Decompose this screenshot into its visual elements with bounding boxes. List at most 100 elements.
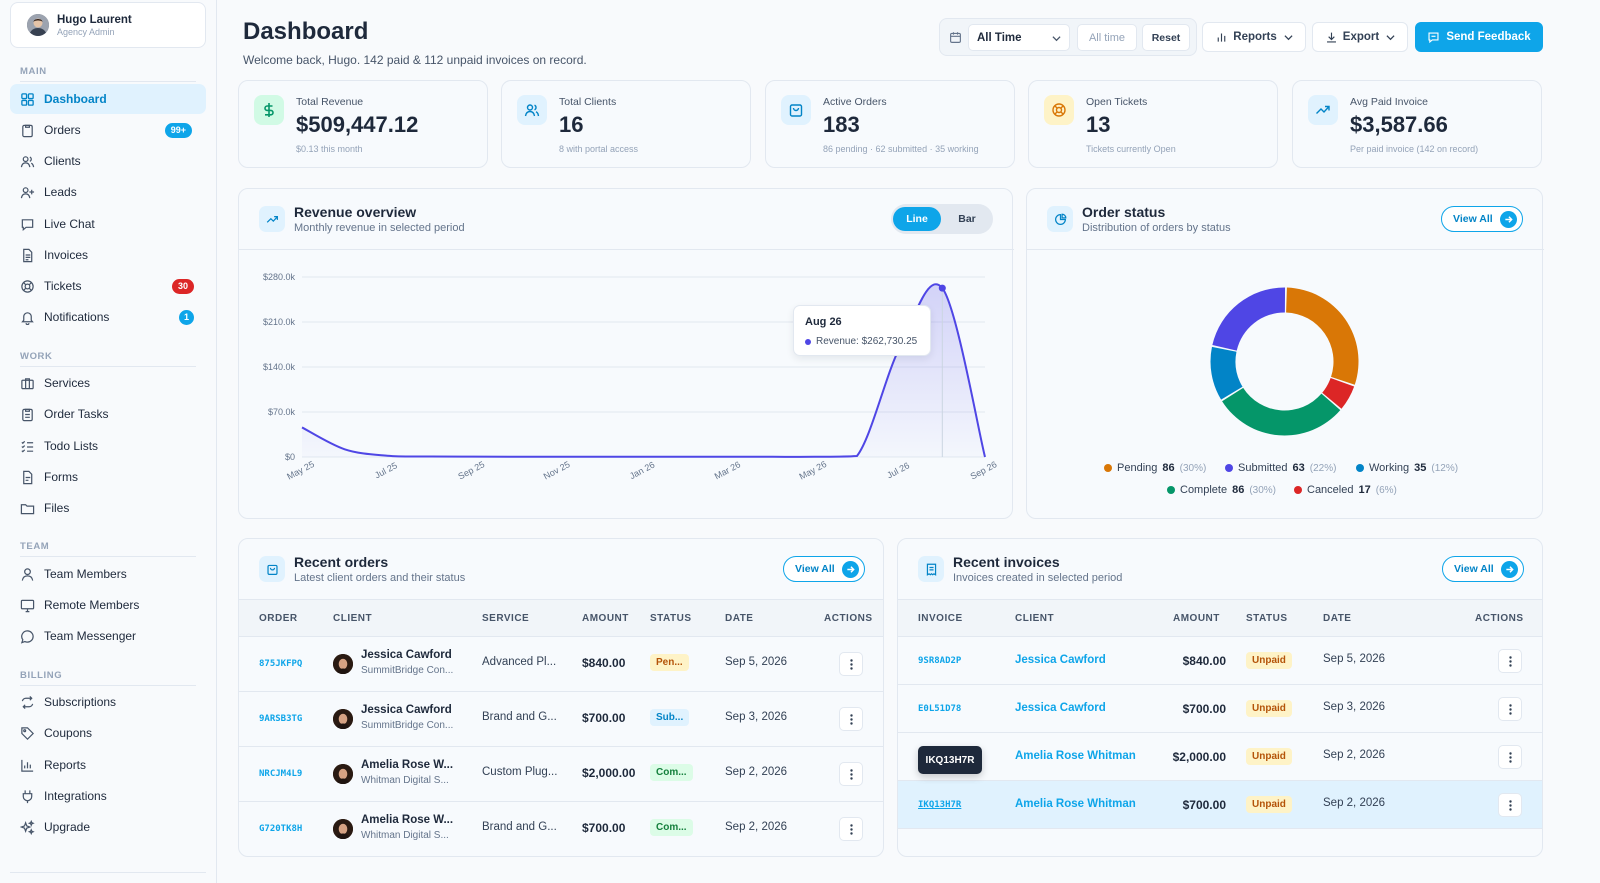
sidebar-item-reports[interactable]: Reports: [10, 750, 206, 780]
client-name: Jessica Cawford: [361, 704, 452, 716]
sidebar-item-remote-members[interactable]: Remote Members: [10, 590, 206, 620]
client-name-link[interactable]: Jessica Cawford: [1015, 702, 1106, 714]
legend-item-submitted[interactable]: Submitted 63 (22%): [1225, 462, 1336, 474]
status-badge: Sub...: [650, 709, 690, 726]
client-name-link[interactable]: Amelia Rose Whitman: [1015, 798, 1136, 810]
client-company: SummitBridge Con...: [361, 665, 454, 676]
legend-dot: [1104, 464, 1112, 472]
sidebar-item-clients[interactable]: Clients: [10, 146, 206, 176]
sidebar-item-tickets[interactable]: Tickets 30: [10, 271, 206, 301]
reports-button[interactable]: Reports: [1202, 22, 1306, 52]
invoice-id-link[interactable]: E0L51D78: [918, 704, 962, 714]
shopping-bag-icon: [259, 556, 285, 582]
export-button[interactable]: Export: [1312, 22, 1408, 52]
client-name-link[interactable]: Jessica Cawford: [1015, 654, 1106, 666]
sidebar-item-label: Subscriptions: [44, 695, 117, 709]
table-row[interactable]: 9ARSB3TG Jessica Cawford SummitBridge Con.…: [239, 692, 883, 747]
order-id-link[interactable]: 9ARSB3TG: [259, 714, 303, 724]
legend-item-pending[interactable]: Pending 86 (30%): [1104, 462, 1206, 474]
legend-count: 86: [1162, 462, 1175, 474]
client-company: Whitman Digital S...: [361, 830, 449, 841]
table-row[interactable]: 9SR8AD2P Jessica Cawford $840.00 Unpaid Sep …: [898, 637, 1542, 685]
row-actions-button[interactable]: [1498, 745, 1522, 769]
table-row[interactable]: IKQ13H7R Amelia Rose Whitman $700.00 Unpaid…: [898, 781, 1542, 829]
table-row[interactable]: NRCJM4L9 Amelia Rose W... Whitman Digital …: [239, 747, 883, 802]
row-actions-button[interactable]: [1498, 649, 1522, 673]
legend-label: Canceled: [1307, 484, 1354, 496]
sidebar-item-label: Order Tasks: [44, 407, 109, 421]
chevron-down-icon: [1052, 36, 1061, 42]
donut-slice-submitted[interactable]: [1212, 287, 1286, 351]
order-id-link[interactable]: 875JKFPQ: [259, 659, 303, 669]
panel-subtitle: Monthly revenue in selected period: [294, 222, 465, 234]
donut-slice-canceled[interactable]: [1322, 378, 1355, 409]
chart-tooltip: Aug 26 Revenue: $262,730.25: [793, 305, 931, 356]
sidebar-item-team-members[interactable]: Team Members: [10, 559, 206, 589]
donut-slice-working[interactable]: [1210, 346, 1243, 400]
user-plus-icon: [20, 186, 35, 198]
table-row[interactable]: E0L51D78 Jessica Cawford $700.00 Unpaid Sep …: [898, 685, 1542, 733]
donut-slice-complete[interactable]: [1222, 387, 1341, 436]
row-actions-button[interactable]: [839, 652, 863, 676]
legend-item-working[interactable]: Working 35 (12%): [1356, 462, 1458, 474]
clipboard-list-icon: [22, 408, 33, 421]
sidebar-item-notifications[interactable]: Notifications 1: [10, 302, 206, 332]
table-row[interactable]: 875JKFPQ Jessica Cawford SummitBridge Con.…: [239, 637, 883, 692]
sidebar-item-forms[interactable]: Forms: [10, 462, 206, 492]
date-input[interactable]: All time: [1077, 24, 1137, 51]
view-all-button[interactable]: View All: [1441, 206, 1523, 232]
invoice-id-link[interactable]: 9SR8AD2P: [918, 656, 962, 666]
reset-button[interactable]: Reset: [1142, 24, 1190, 51]
row-actions-button[interactable]: [1498, 793, 1522, 817]
table-row[interactable]: G720TK8H Amelia Rose W... Whitman Digital …: [239, 802, 883, 856]
donut-slice-pending[interactable]: [1286, 287, 1359, 385]
active-point[interactable]: [938, 284, 946, 292]
sidebar-item-subscriptions[interactable]: Subscriptions: [10, 687, 206, 717]
arrow-right-icon: [842, 561, 859, 578]
more-vertical-icon: [849, 768, 853, 780]
order-id-link[interactable]: G720TK8H: [259, 824, 303, 834]
row-actions-button[interactable]: [839, 817, 863, 841]
folder-icon: [20, 503, 35, 514]
sidebar-item-leads[interactable]: Leads: [10, 177, 206, 207]
view-all-button[interactable]: View All: [783, 556, 865, 582]
sidebar-item-services[interactable]: Services: [10, 368, 206, 398]
invoice-id-link[interactable]: IKQ13H7R: [918, 800, 962, 810]
tooltip-title: Aug 26: [805, 316, 842, 328]
sidebar-item-dashboard[interactable]: Dashboard: [10, 84, 206, 114]
sidebar-item-label: Orders: [44, 123, 81, 137]
legend-item-complete[interactable]: Complete 86 (30%): [1167, 484, 1276, 496]
sidebar-item-todo-lists[interactable]: Todo Lists: [10, 431, 206, 461]
row-actions-button[interactable]: [1498, 697, 1522, 721]
sidebar-item-coupons[interactable]: Coupons: [10, 718, 206, 748]
order-id-link[interactable]: NRCJM4L9: [259, 769, 303, 779]
service-name: Custom Plug...: [482, 766, 558, 778]
user-card[interactable]: Hugo Laurent Agency Admin: [10, 2, 206, 48]
sidebar-item-live-chat[interactable]: Live Chat: [10, 209, 206, 239]
sidebar-item-label: Remote Members: [44, 598, 140, 612]
sidebar-item-invoices[interactable]: Invoices: [10, 240, 206, 270]
sidebar-item-files[interactable]: Files: [10, 493, 206, 523]
order-date: Sep 3, 2026: [725, 711, 788, 723]
toggle-line[interactable]: Line: [893, 207, 941, 231]
sidebar-item-orders[interactable]: Orders 99+: [10, 115, 206, 145]
toggle-bar[interactable]: Bar: [958, 213, 976, 225]
series-dot: [805, 338, 811, 345]
client-name-link[interactable]: Amelia Rose Whitman: [1015, 750, 1136, 762]
range-select[interactable]: All Time: [968, 24, 1070, 51]
row-actions-button[interactable]: [839, 707, 863, 731]
stat-card-total-revenue: Total Revenue $509,447.12 $0.13 this mon…: [238, 80, 488, 168]
bar-chart-icon: [21, 759, 34, 772]
row-actions-button[interactable]: [839, 762, 863, 786]
document-icon: [23, 248, 33, 262]
sidebar-item-integrations[interactable]: Integrations: [10, 781, 206, 811]
more-vertical-icon: [849, 658, 853, 670]
section-team: TEAM: [20, 541, 50, 552]
sidebar-item-order-tasks[interactable]: Order Tasks: [10, 399, 206, 429]
sidebar-item-upgrade[interactable]: Upgrade: [10, 812, 206, 842]
view-all-button[interactable]: View All: [1442, 556, 1524, 582]
legend-item-canceled[interactable]: Canceled 17 (6%): [1294, 484, 1397, 496]
sidebar-item-team-messenger[interactable]: Team Messenger: [10, 621, 206, 651]
send-feedback-button[interactable]: Send Feedback: [1415, 22, 1543, 52]
